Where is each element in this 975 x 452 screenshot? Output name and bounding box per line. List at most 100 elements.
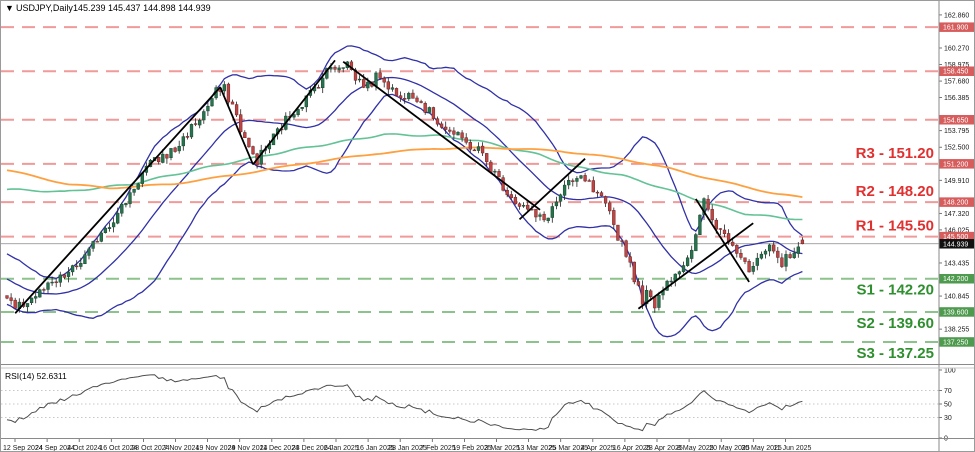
candle-bear [243, 132, 247, 138]
candle-bull [575, 178, 579, 182]
candle-bear [628, 256, 632, 263]
time-axis-label: 11 Jun 2025 [773, 445, 811, 452]
candle-bear [251, 146, 255, 155]
candle-bull [407, 92, 411, 100]
candle-bull [300, 107, 304, 109]
rsi-axis-label: 70 [944, 388, 952, 395]
level-price-badge [939, 197, 974, 207]
candle-bear [731, 241, 735, 246]
trendline[interactable] [252, 59, 336, 166]
rsi-axis-label: 100 [944, 368, 956, 375]
candle-bull [546, 217, 550, 221]
candle-bear [772, 244, 776, 252]
rsi-layer [1, 374, 939, 432]
rsi-line [6, 374, 803, 432]
candle-bull [796, 246, 800, 254]
candle-bear [612, 210, 616, 225]
bollinger-lower-line [6, 93, 803, 338]
candle-bull [657, 295, 661, 308]
candle-bear [448, 129, 452, 132]
candle-bull [202, 111, 206, 121]
price-axis-label: 143.435 [944, 260, 969, 267]
candle-bear [526, 204, 530, 210]
trendline[interactable] [14, 86, 221, 314]
time-axis-label: 19 Nov 2024 [196, 445, 236, 452]
candle-bull [427, 107, 431, 113]
candle-bull [66, 271, 71, 277]
candle-bull [25, 303, 30, 308]
candle-bear [788, 254, 792, 258]
time-axis-label: 29 Nov 2024 [228, 445, 268, 452]
price-axis[interactable]: 162.860 160.270 158.975 157.680 156.385 153.7… [939, 1, 975, 452]
price-badge-value: 161.900 [943, 25, 968, 32]
time-axis-label: 30 May 2025 [741, 445, 782, 452]
candle-bull [103, 227, 108, 233]
candle-bear [743, 257, 747, 262]
candle-bear [423, 103, 427, 113]
price-axis-bg[interactable] [939, 1, 975, 452]
candle-bull [58, 274, 62, 283]
time-axis-label: 16 Apr 2025 [613, 445, 651, 452]
candle-bear [718, 228, 723, 230]
trendline[interactable] [518, 158, 586, 221]
candle-bull [567, 179, 571, 186]
candle-bear [394, 88, 399, 96]
candle-bull [579, 175, 583, 179]
price-axis-label: 138.255 [944, 327, 969, 334]
price-axis-label: 158.975 [944, 62, 969, 69]
candle-bull [698, 214, 702, 235]
rsi-indicator-label: RSI(14) 52.6311 [5, 371, 67, 381]
candle-bull [206, 105, 210, 112]
trendline[interactable] [342, 60, 541, 211]
price-axis-label: 149.910 [944, 178, 969, 185]
level-price-badge [939, 66, 974, 76]
candle-bear [706, 198, 710, 210]
candle-bull [759, 253, 764, 259]
candle-bear [599, 192, 604, 197]
candle-bear [247, 137, 251, 148]
candle-bull [321, 77, 325, 88]
symbol-dropdown-icon[interactable]: ▼ [5, 3, 14, 13]
price-badge-value: 148.200 [943, 200, 968, 207]
candle-bull [562, 184, 567, 196]
price-badge-value: 145.500 [943, 234, 968, 241]
candle-bear [587, 180, 591, 182]
candle-bear [571, 180, 575, 182]
candle-bull [550, 206, 554, 218]
chart-title-symbol: USDJPY,Daily [16, 3, 73, 13]
trendline[interactable] [637, 222, 754, 310]
resistance-label: R1 - 145.50 [856, 218, 934, 235]
candle-bull [390, 87, 395, 90]
candle-bear [54, 281, 58, 283]
candle-bull [46, 282, 50, 290]
price-badge-value: 154.650 [943, 117, 968, 124]
candle-bear [411, 92, 415, 99]
candle-bear [419, 101, 423, 103]
candle-bull [292, 114, 296, 118]
candle-bull [767, 244, 772, 252]
candle-bull [296, 109, 300, 115]
candle-bear [5, 295, 9, 299]
candle-bull [685, 257, 690, 266]
price-axis-label: 152.500 [944, 145, 969, 152]
candle-bull [198, 120, 202, 126]
candle-bull [169, 148, 173, 159]
time-axis-label: 7 Nov 2024 [164, 445, 200, 452]
candle-bear [165, 154, 169, 159]
time-axis-label: 20 May 2025 [709, 445, 750, 452]
candle-bull [124, 203, 128, 206]
candle-bear [542, 213, 546, 221]
time-axis-label: 3 Mar 2025 [485, 445, 521, 452]
trendline[interactable] [219, 86, 254, 165]
time-axis-label: 4 Oct 2024 [67, 445, 101, 452]
trendline[interactable] [695, 198, 750, 283]
support-resistance-layer [1, 26, 939, 343]
candle-bear [468, 142, 472, 150]
candle-bull [476, 146, 481, 151]
time-axis-label: 12 Sep 2024 [3, 445, 43, 452]
candle-bear [95, 241, 99, 243]
